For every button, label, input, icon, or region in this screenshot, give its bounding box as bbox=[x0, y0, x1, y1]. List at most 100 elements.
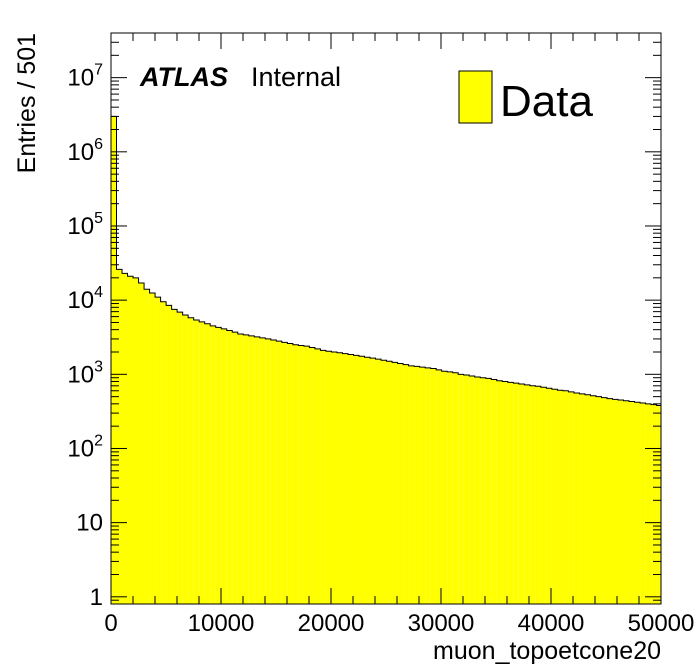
histogram-bin bbox=[188, 317, 194, 604]
y-tick-label: 105 bbox=[67, 210, 103, 240]
y-tick-label: 1 bbox=[90, 584, 103, 611]
histogram-bin bbox=[392, 362, 398, 604]
histogram-bin bbox=[320, 350, 326, 604]
x-tick-label: 40000 bbox=[518, 610, 585, 637]
histogram-bin bbox=[430, 368, 437, 604]
histogram-bin bbox=[568, 391, 574, 604]
histogram-bin bbox=[254, 336, 260, 604]
histogram-bin bbox=[419, 367, 426, 604]
histogram-bin bbox=[303, 346, 310, 604]
histogram-bin bbox=[629, 401, 635, 604]
histogram-bin bbox=[155, 297, 161, 604]
y-tick-label: 106 bbox=[67, 136, 103, 166]
atlas-sublabel: Internal bbox=[251, 62, 341, 92]
histogram-bin bbox=[485, 378, 492, 604]
histogram-bin bbox=[518, 384, 525, 604]
x-tick-label: 10000 bbox=[188, 610, 255, 637]
histogram-bin bbox=[562, 390, 569, 604]
histogram-bin bbox=[535, 386, 541, 604]
x-tick-label: 30000 bbox=[408, 610, 475, 637]
histogram-bin bbox=[524, 384, 530, 604]
histogram-bin bbox=[259, 337, 266, 604]
histogram-bin bbox=[166, 305, 172, 604]
histogram-bin bbox=[171, 309, 178, 604]
histogram-bin bbox=[408, 365, 415, 604]
histogram-bin bbox=[149, 292, 156, 604]
histogram-bin bbox=[281, 342, 288, 604]
histogram-bin bbox=[204, 323, 211, 604]
y-tick-label: 104 bbox=[67, 284, 103, 314]
histogram-bin bbox=[474, 377, 481, 604]
histogram-bin bbox=[540, 387, 547, 604]
histogram-bin bbox=[353, 355, 359, 604]
histogram-bin bbox=[463, 374, 470, 604]
x-tick-label: 50000 bbox=[628, 610, 695, 637]
histogram-bin bbox=[452, 372, 459, 604]
histogram-bin bbox=[370, 358, 376, 604]
histogram-bin bbox=[138, 283, 145, 604]
histogram-bin bbox=[336, 352, 343, 604]
axes-layer: 0 10000 20000 30000 40000 50000 1 10 102 103 104 10… bbox=[67, 32, 695, 637]
histogram-bin bbox=[414, 366, 420, 604]
histogram-bin bbox=[612, 399, 619, 604]
histogram-bin bbox=[425, 367, 431, 604]
y-tick-label: 102 bbox=[67, 432, 103, 462]
histogram-bin bbox=[325, 351, 332, 604]
histogram-bin bbox=[331, 351, 337, 604]
histogram-bin bbox=[480, 377, 486, 604]
histogram-bin bbox=[458, 374, 464, 604]
histogram-bin bbox=[441, 371, 448, 604]
histogram-bin bbox=[232, 332, 238, 604]
y-tick-label: 103 bbox=[67, 358, 103, 388]
histogram-bin bbox=[397, 363, 404, 604]
histogram-layer bbox=[110, 115, 662, 604]
histogram-bin bbox=[618, 400, 624, 604]
histogram-bin bbox=[276, 341, 282, 604]
histogram-bin bbox=[513, 383, 519, 604]
histogram-bin bbox=[358, 356, 365, 604]
histogram-bin bbox=[292, 344, 299, 604]
histogram-bin bbox=[595, 396, 602, 604]
histogram-bin bbox=[127, 276, 134, 604]
histogram-bin bbox=[529, 385, 536, 604]
histogram-bin bbox=[381, 360, 387, 604]
histogram-bin bbox=[243, 334, 249, 604]
histogram-bin bbox=[270, 340, 277, 604]
histogram-bin bbox=[116, 269, 123, 604]
histogram-bin bbox=[314, 348, 321, 604]
histogram-bin bbox=[584, 394, 591, 604]
legend-label-data: Data bbox=[500, 77, 593, 126]
histogram-bin bbox=[364, 357, 371, 604]
histogram-bin bbox=[447, 371, 453, 604]
histogram-bin bbox=[210, 325, 216, 604]
histogram-bin bbox=[177, 312, 183, 604]
plot-frame bbox=[110, 32, 662, 605]
histogram-bin bbox=[309, 347, 315, 604]
x-axis-title: muon_topoetcone20 bbox=[433, 637, 661, 665]
histogram-bin bbox=[133, 277, 139, 604]
histogram-bin bbox=[496, 380, 503, 604]
histogram-bin bbox=[656, 405, 661, 604]
histogram-bin bbox=[160, 301, 167, 604]
histogram-bin bbox=[601, 397, 607, 604]
histogram-bin bbox=[237, 333, 244, 604]
histogram-bin bbox=[265, 338, 271, 604]
histogram-bin bbox=[573, 392, 580, 604]
histogram-bin bbox=[287, 343, 293, 604]
x-tick-label: 0 bbox=[104, 610, 117, 637]
histogram-bin bbox=[342, 353, 348, 604]
histogram-bin bbox=[226, 330, 233, 604]
histogram-bin bbox=[144, 289, 150, 604]
histogram-bin bbox=[298, 345, 304, 604]
histogram-bin bbox=[645, 403, 652, 604]
histogram-bin bbox=[579, 393, 585, 604]
atlas-label: ATLAS bbox=[139, 62, 228, 92]
y-axis-title: Entries / 501 bbox=[13, 33, 41, 173]
histogram-bin bbox=[590, 395, 596, 604]
histogram-bin bbox=[248, 335, 255, 604]
histogram-bin bbox=[386, 361, 393, 604]
histogram-bin bbox=[199, 321, 205, 604]
histogram-bin bbox=[221, 328, 227, 604]
